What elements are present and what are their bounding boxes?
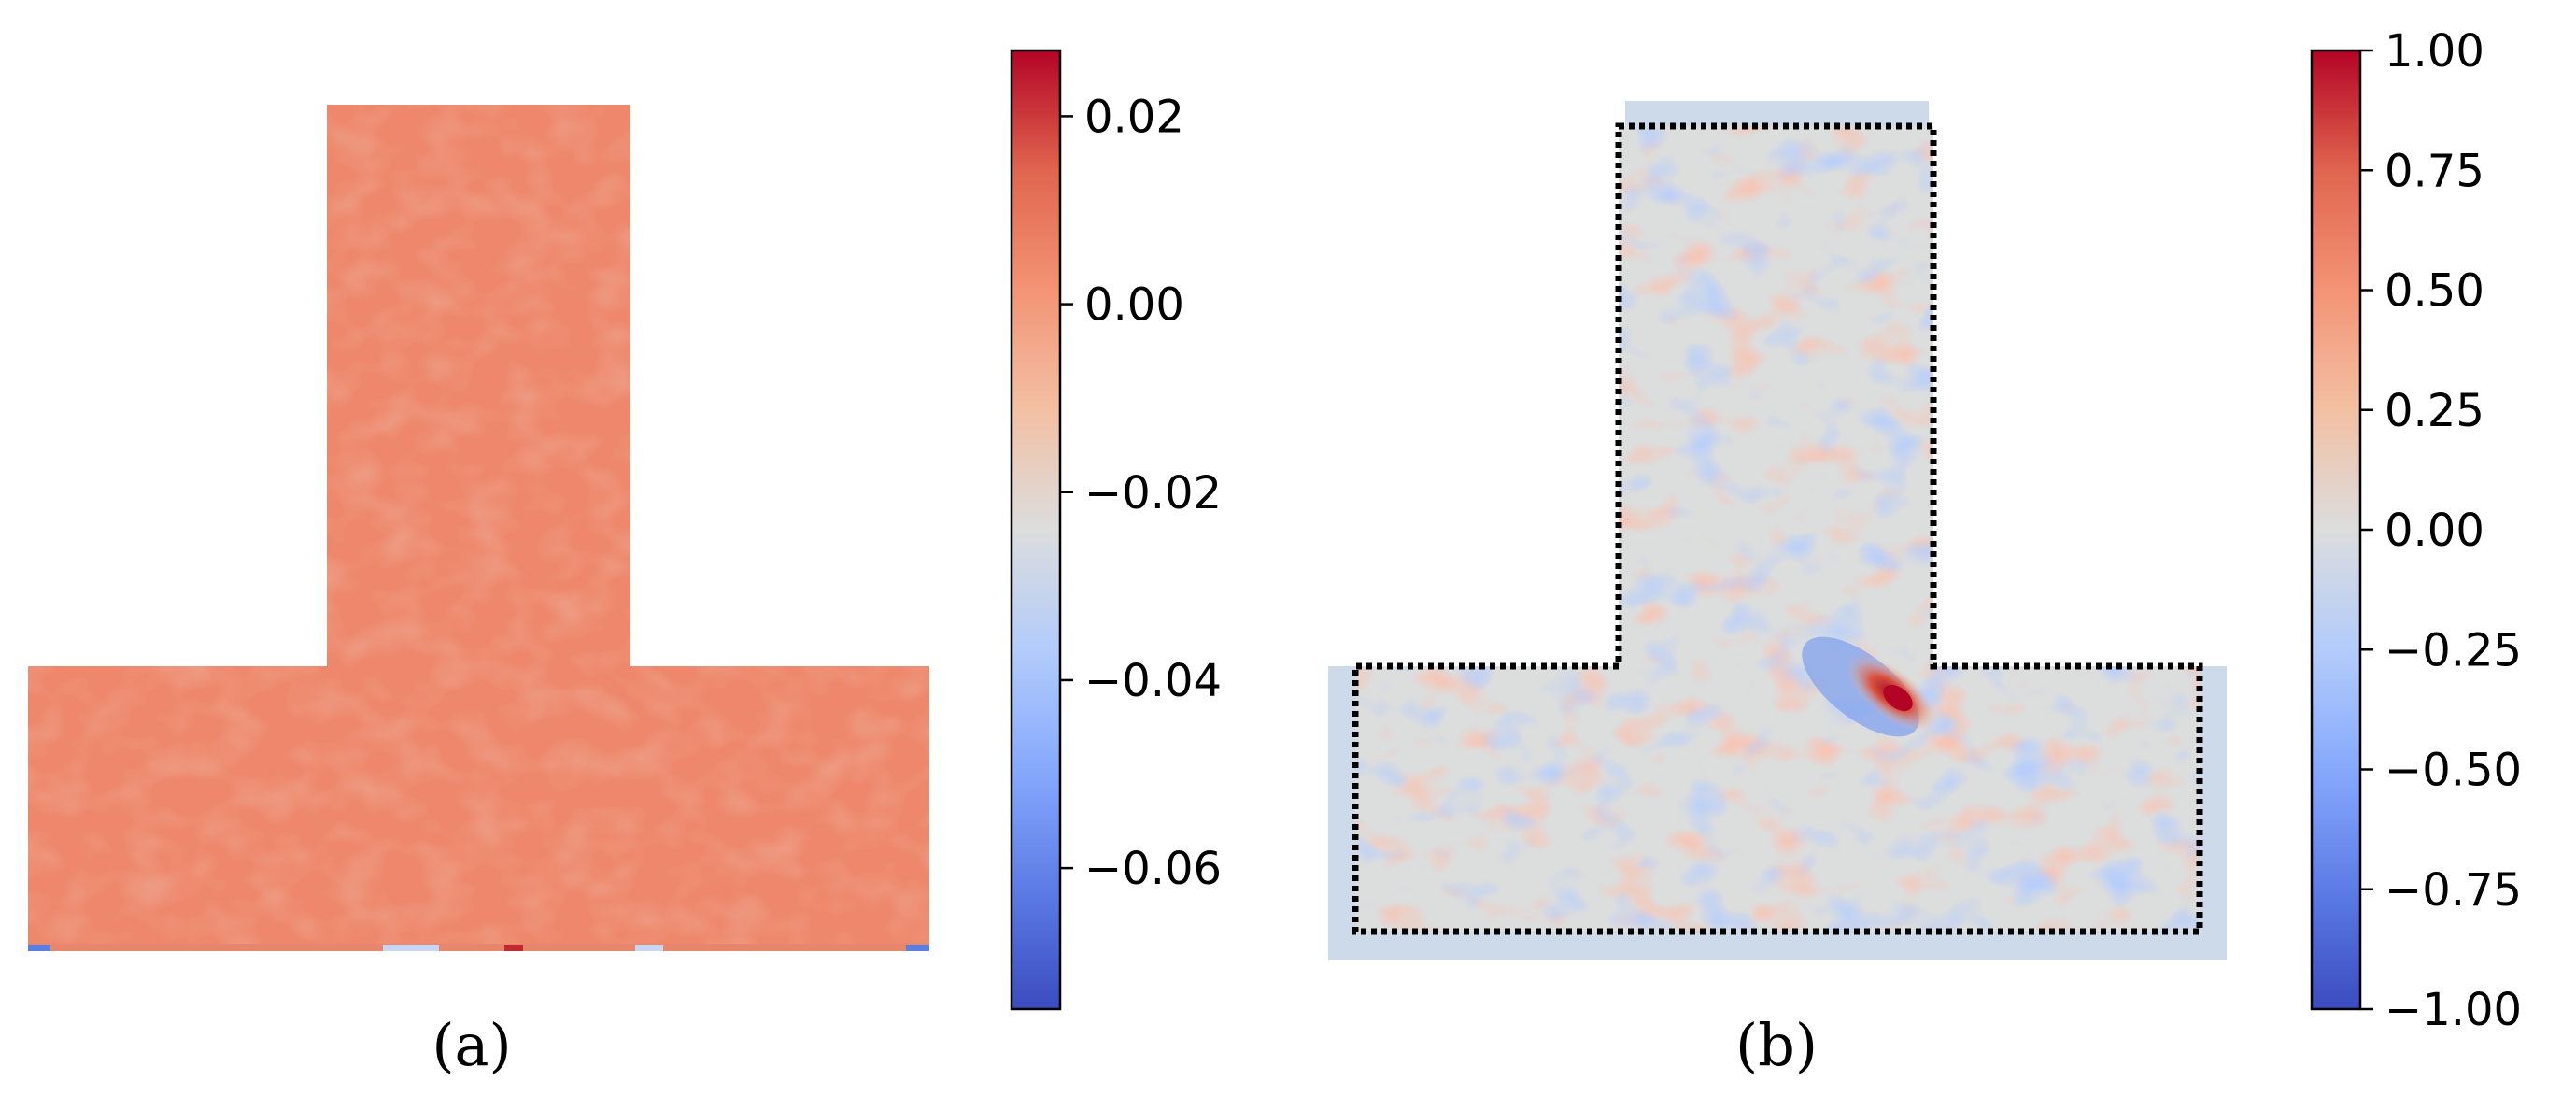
colorbar-b-ticks: 1.00 0.75 0.50 0.25 0.00 −0.25 −0.50 −0.75 −1.00 xyxy=(2360,25,2522,1036)
colorbar-a-ticks: 0.02 0.00 −0.02 −0.04 −0.06 xyxy=(1060,91,1222,895)
colorbar-b-tick-label: 0.50 xyxy=(2385,265,2484,318)
panel-a-caption: (a) xyxy=(432,1011,511,1079)
colorbar-b-tick-label: 0.25 xyxy=(2385,385,2484,437)
colorbar-a-tick-label: −0.04 xyxy=(1084,655,1222,707)
colorbar-b-bar xyxy=(2310,49,2362,1011)
panel-b-texture-blue xyxy=(1355,126,2200,932)
colorbar-a-tick-label: 0.02 xyxy=(1084,91,1184,143)
colorbar-a-tick-label: 0.00 xyxy=(1084,279,1184,332)
panel-b: (b) xyxy=(1328,101,2227,1079)
panel-a-texture xyxy=(28,105,929,951)
colorbar-b-tick-label: 1.00 xyxy=(2385,25,2484,78)
colorbar-b: 1.00 0.75 0.50 0.25 0.00 −0.25 −0.50 −0.75 −1.00 xyxy=(2310,25,2522,1036)
colorbar-b-tick-label: 0.00 xyxy=(2385,505,2484,557)
panel-b-hotspot-peak xyxy=(1883,684,1913,712)
colorbar-a-tick-label: −0.02 xyxy=(1084,467,1222,519)
colorbar-b-tick-label: −0.75 xyxy=(2385,864,2522,917)
colorbar-b-tick-label: 0.75 xyxy=(2385,145,2484,197)
colorbar-a-bar xyxy=(1010,49,1062,1011)
panel-a: (a) xyxy=(28,105,929,1079)
panel-b-dashed-outline xyxy=(1352,122,2203,935)
colorbar-a-tick-label: −0.06 xyxy=(1084,843,1222,895)
colorbar-b-tick-label: −1.00 xyxy=(2385,984,2522,1036)
panel-a-bottom-edge xyxy=(28,944,929,951)
colorbar-b-tick-label: −0.50 xyxy=(2385,745,2522,797)
colorbar-b-tick-label: −0.25 xyxy=(2385,624,2522,676)
colorbar-a: 0.02 0.00 −0.02 −0.04 −0.06 xyxy=(1010,49,1222,1011)
panel-b-hotspot xyxy=(1802,636,1937,737)
panel-b-caption: (b) xyxy=(1735,1011,1818,1079)
